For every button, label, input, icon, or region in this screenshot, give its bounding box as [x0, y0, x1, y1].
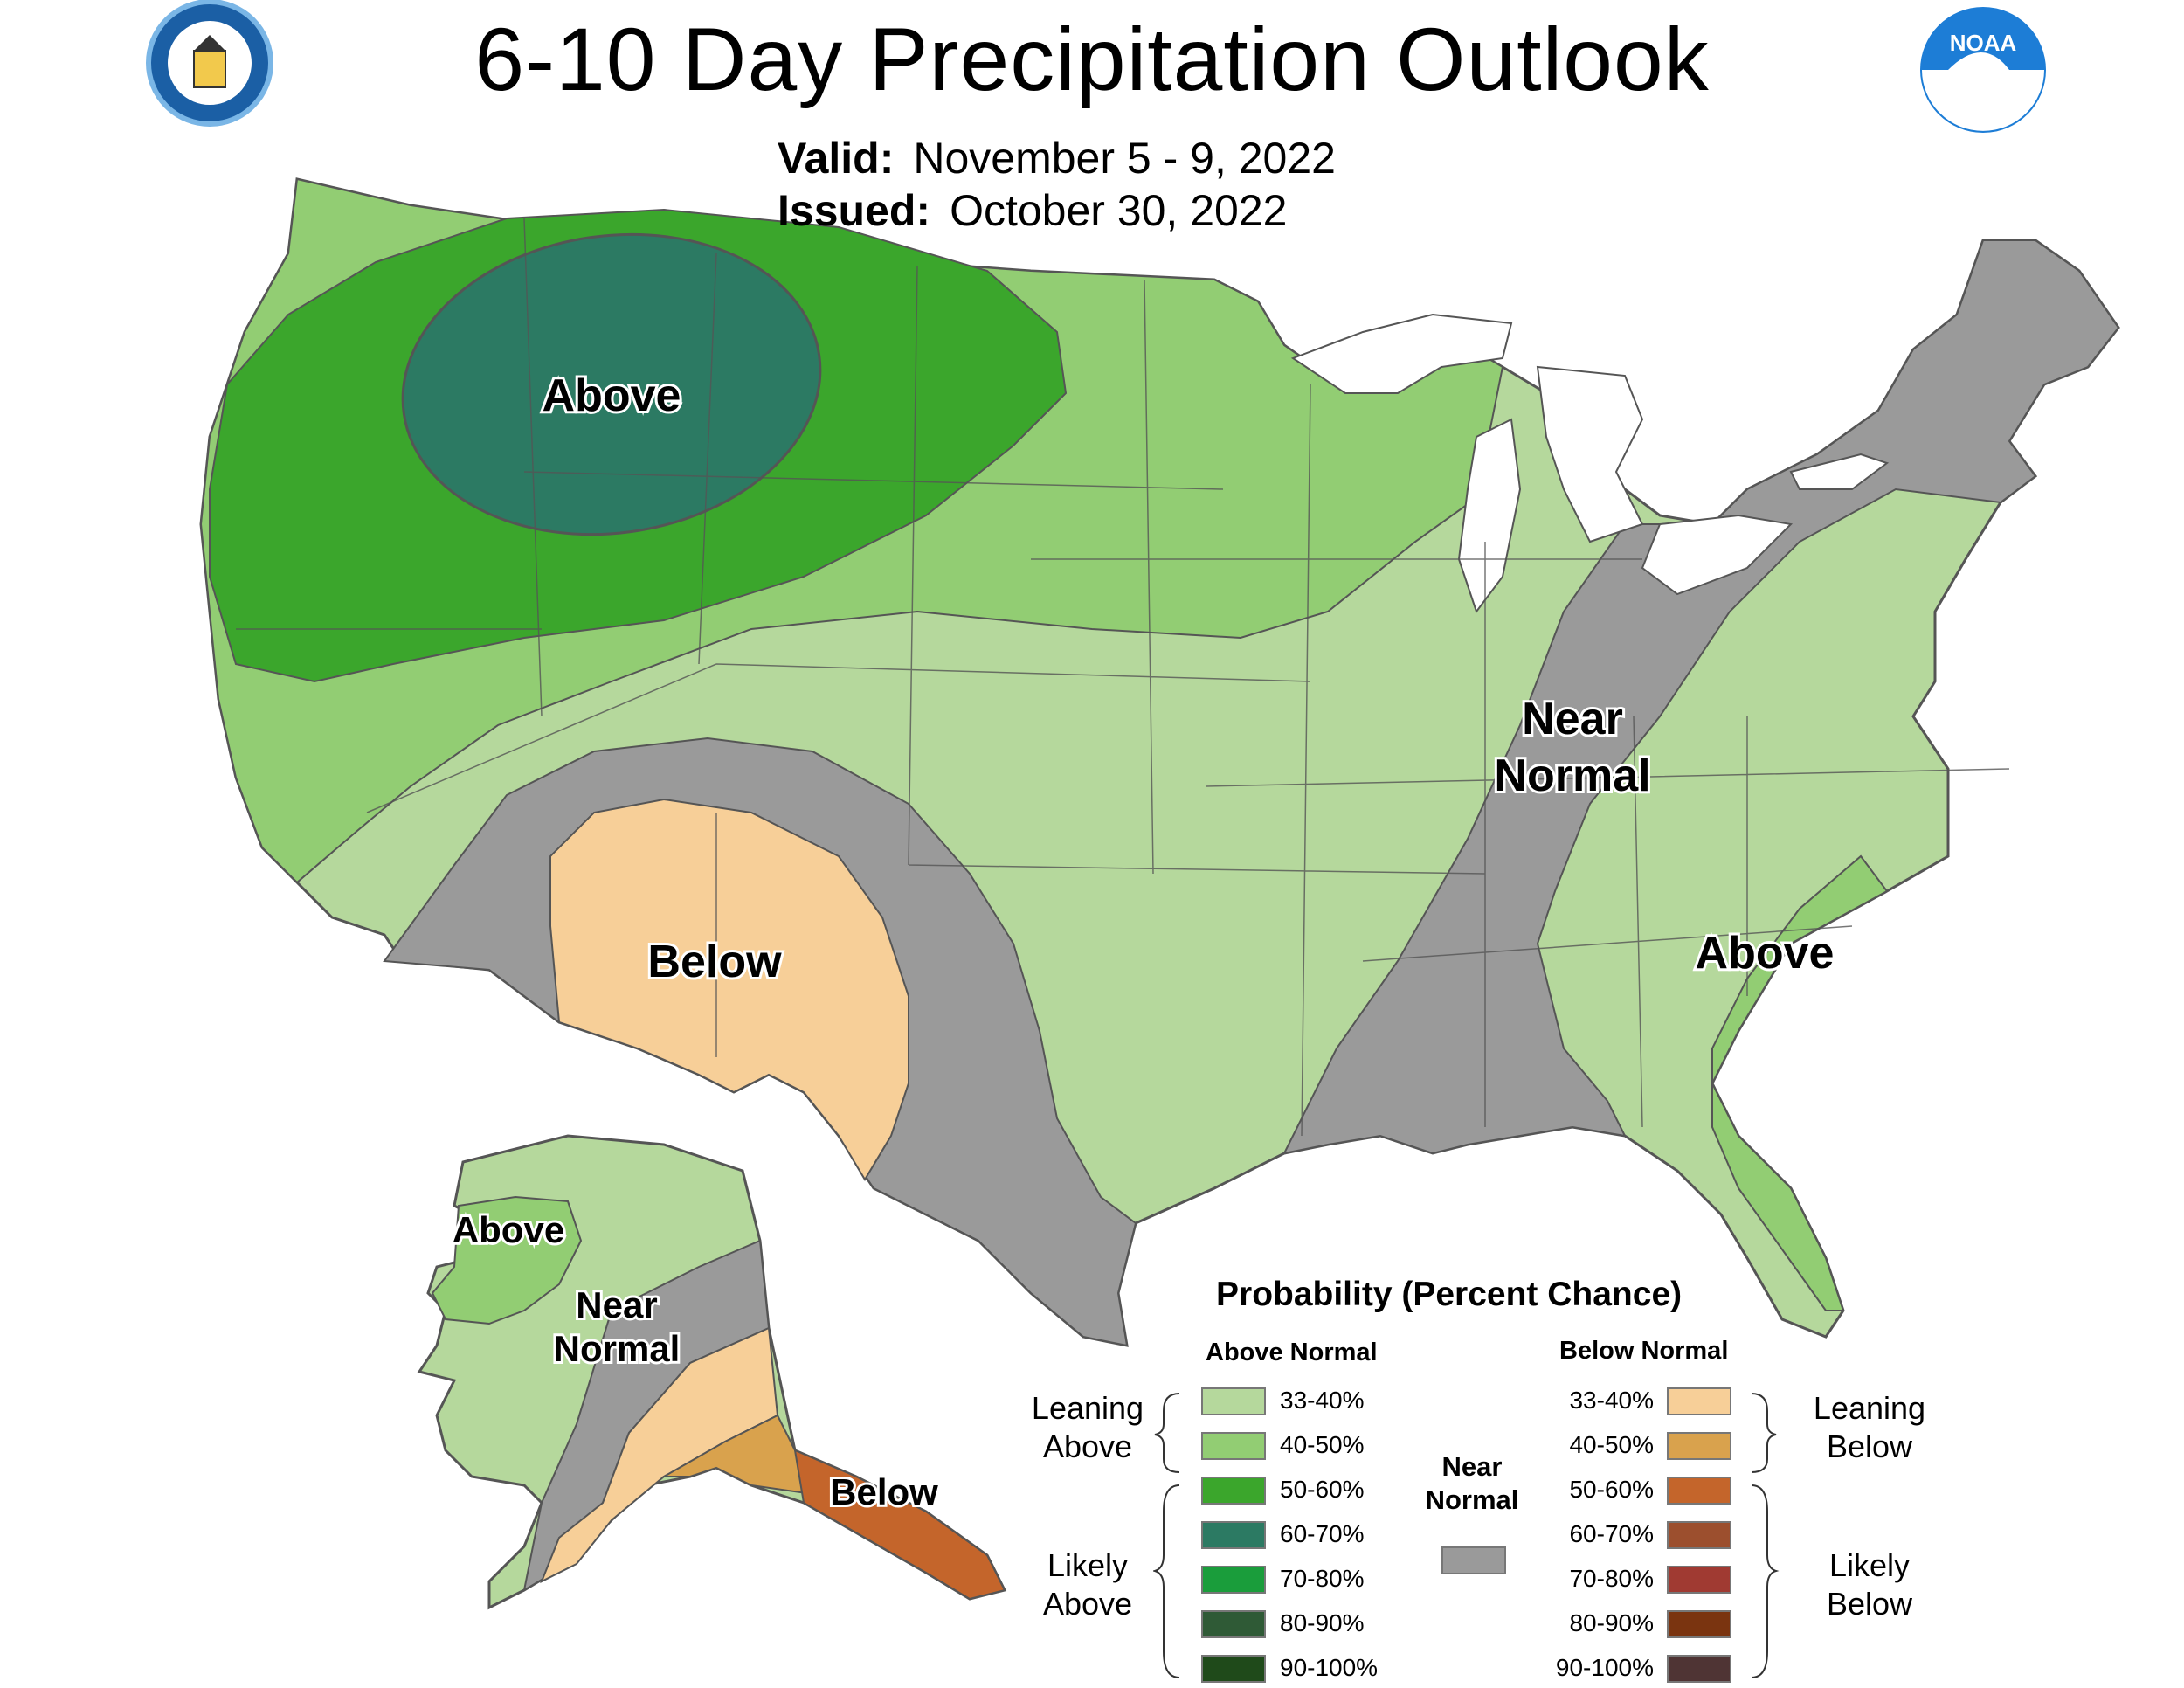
label-ak-near-2: Normal: [554, 1328, 681, 1369]
label-ak-above: Above: [453, 1209, 564, 1250]
alaska-above-40: [431, 1195, 583, 1325]
noaa-text: NOAA: [1950, 30, 2017, 56]
legend-below-item-label: 90-100%: [1555, 1654, 1654, 1681]
sw-below-region: [549, 798, 909, 1181]
nw-above-60-core: [401, 232, 822, 536]
east-near-normal-band: [1282, 239, 2120, 1155]
legend-below-item-swatch: [1667, 1521, 1731, 1549]
legend-above-item-swatch: [1201, 1432, 1266, 1460]
label-nw-above: Above: [543, 370, 681, 421]
label-ak-below: Below: [830, 1471, 938, 1512]
legend-below-item-label: 50-60%: [1569, 1476, 1654, 1503]
legend-below-item-swatch: [1667, 1610, 1731, 1638]
legend-above-header: Above Normal: [1206, 1339, 1378, 1366]
legend-above-item-swatch: [1201, 1521, 1266, 1549]
alaska-below-33: [540, 1326, 779, 1584]
legend-below-item-label: 70-80%: [1569, 1565, 1654, 1592]
legend-below-item-label: 60-70%: [1569, 1520, 1654, 1547]
leaning-above-line2: Above: [1042, 1429, 1133, 1464]
legend-above-item-swatch: [1201, 1387, 1266, 1415]
legend-above-item-label: 90-100%: [1280, 1654, 1379, 1681]
legend-above-item-swatch: [1201, 1610, 1266, 1638]
legend-above-item-label: 60-70%: [1280, 1520, 1365, 1547]
legend-right-braces: [1751, 1393, 1780, 1678]
legend-below-header: Below Normal: [1559, 1337, 1729, 1365]
valid-value: November 5 - 9, 2022: [913, 134, 1336, 183]
legend-near-normal-swatch: [1441, 1546, 1506, 1574]
issued-line: Issued: October 30, 2022: [778, 185, 1287, 236]
label-near-normal-2: Normal: [1494, 751, 1650, 801]
alaska-panhandle-below-50: [793, 1449, 1006, 1601]
leaning-above-line1: Leaning: [1031, 1390, 1144, 1426]
issued-label: Issued:: [778, 186, 931, 235]
issued-value: October 30, 2022: [950, 186, 1288, 235]
legend-above-item-swatch: [1201, 1655, 1266, 1683]
legend-above-item-label: 70-80%: [1280, 1565, 1365, 1592]
legend-above-item-swatch: [1201, 1566, 1266, 1594]
se-coast-above-40: [1711, 854, 1889, 1311]
legend-title: Probability (Percent Chance): [1216, 1276, 1683, 1313]
leaning-below-line1: Leaning: [1813, 1390, 1926, 1426]
page-title: 6-10 Day Precipitation Outlook: [474, 10, 1710, 109]
legend-above-item-swatch: [1201, 1477, 1266, 1505]
label-sw-below: Below: [647, 937, 782, 987]
legend-below-item-label: 33-40%: [1569, 1387, 1654, 1414]
legend-below-item-label: 40-50%: [1569, 1431, 1654, 1458]
valid-line: Valid: November 5 - 9, 2022: [778, 133, 1336, 183]
legend-below-item-swatch: [1667, 1566, 1731, 1594]
legend-above-item-label: 80-90%: [1280, 1609, 1365, 1636]
likely-below-line2: Below: [1826, 1586, 1913, 1622]
leaning-below-line2: Below: [1826, 1429, 1913, 1464]
near-label-line2: Normal: [1425, 1484, 1519, 1515]
legend-likely-above: Likely Above: [1013, 1546, 1162, 1623]
legend-likely-below: Likely Below: [1782, 1546, 1957, 1623]
label-ak-near-1: Near: [576, 1284, 657, 1325]
legend-left-braces: [1153, 1393, 1180, 1678]
likely-below-line1: Likely: [1828, 1547, 1911, 1583]
legend-leaning-above: Leaning Above: [1013, 1389, 1162, 1466]
legend-leaning-below: Leaning Below: [1782, 1389, 1957, 1466]
likely-above-line2: Above: [1042, 1586, 1133, 1622]
legend-below-item-swatch: [1667, 1432, 1731, 1460]
commerce-seal-logo: [146, 0, 273, 127]
legend-below-item-swatch: [1667, 1655, 1731, 1683]
legend-below-item-label: 80-90%: [1569, 1609, 1654, 1636]
legend-above-item-label: 50-60%: [1280, 1476, 1365, 1503]
legend-above-item-label: 40-50%: [1280, 1431, 1365, 1458]
likely-above-line1: Likely: [1047, 1547, 1129, 1583]
label-near-normal-1: Near: [1522, 694, 1623, 744]
legend-below-item-swatch: [1667, 1477, 1731, 1505]
near-label-line1: Near: [1441, 1451, 1503, 1482]
legend-near-normal-label: Near Normal: [1415, 1450, 1529, 1517]
valid-label: Valid:: [778, 134, 895, 183]
state-boundaries: [236, 218, 2010, 1137]
noaa-logo: NOAA: [1920, 7, 2046, 133]
great-lakes: [1290, 313, 1890, 614]
legend-below-item-swatch: [1667, 1387, 1731, 1415]
label-se-above: Above: [1696, 928, 1835, 979]
legend-above-item-label: 33-40%: [1280, 1387, 1365, 1414]
